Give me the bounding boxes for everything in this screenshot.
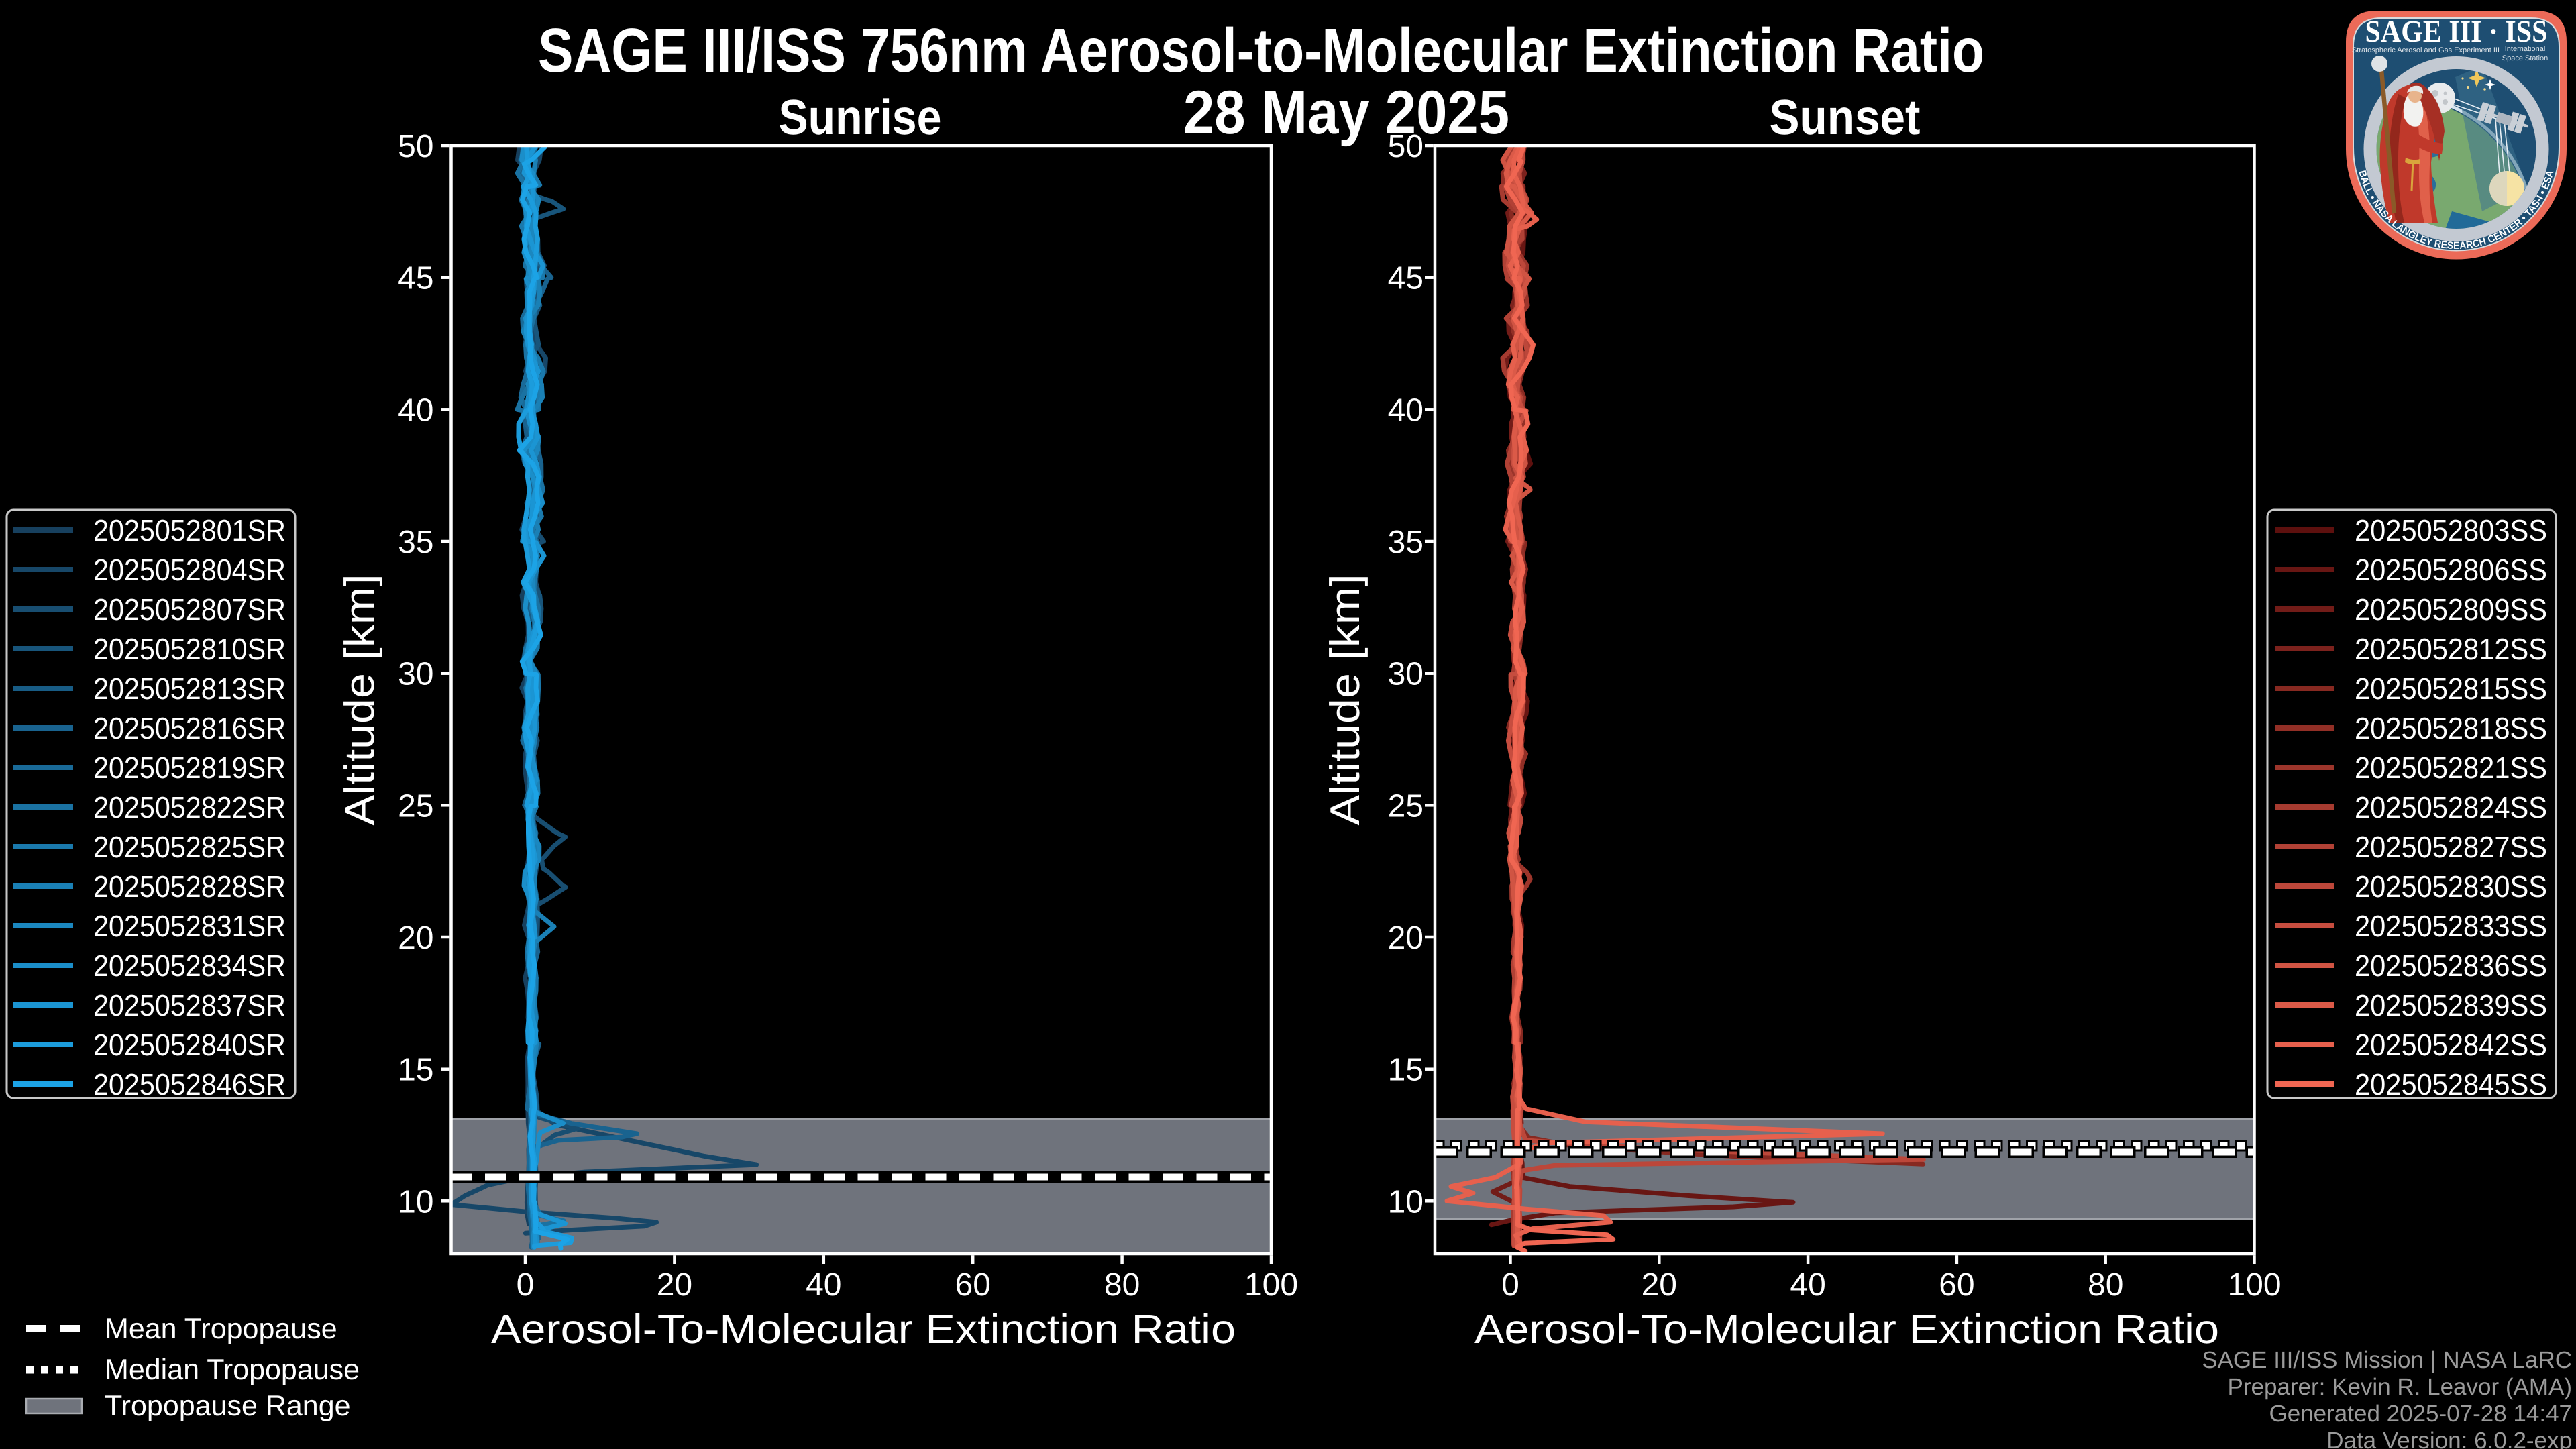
svg-text:Generated 2025-07-28 14:47: Generated 2025-07-28 14:47 <box>2269 1401 2572 1427</box>
svg-text:2025052846SR: 2025052846SR <box>93 1067 286 1102</box>
svg-text:2025052804SR: 2025052804SR <box>93 553 286 587</box>
svg-text:2025052816SR: 2025052816SR <box>93 711 286 745</box>
svg-text:SAGE III · ISS: SAGE III · ISS <box>2365 14 2548 48</box>
svg-text:2025052807SR: 2025052807SR <box>93 592 286 627</box>
svg-text:2025052813SR: 2025052813SR <box>93 672 286 706</box>
svg-text:40: 40 <box>398 392 433 428</box>
svg-text:15: 15 <box>1388 1053 1424 1088</box>
svg-text:2025052825SR: 2025052825SR <box>93 830 286 864</box>
svg-text:2025052827SS: 2025052827SS <box>2355 830 2547 864</box>
svg-text:2025052836SS: 2025052836SS <box>2355 949 2547 983</box>
svg-text:40: 40 <box>1388 392 1424 428</box>
svg-text:Tropopause Range: Tropopause Range <box>105 1390 351 1422</box>
svg-text:20: 20 <box>398 920 433 956</box>
svg-text:60: 60 <box>1939 1267 1974 1303</box>
svg-text:Sunset: Sunset <box>1770 89 1921 145</box>
svg-text:45: 45 <box>398 261 433 297</box>
svg-text:100: 100 <box>1244 1267 1298 1303</box>
svg-text:2025052833SS: 2025052833SS <box>2355 909 2547 943</box>
svg-text:10: 10 <box>1388 1184 1424 1220</box>
svg-text:0: 0 <box>517 1267 535 1303</box>
svg-text:20: 20 <box>657 1267 692 1303</box>
svg-text:2025052810SR: 2025052810SR <box>93 632 286 666</box>
svg-text:40: 40 <box>806 1267 841 1303</box>
svg-text:2025052839SS: 2025052839SS <box>2355 988 2547 1022</box>
svg-text:Median Tropopause: Median Tropopause <box>105 1354 360 1386</box>
svg-text:2025052818SS: 2025052818SS <box>2355 711 2547 745</box>
svg-text:35: 35 <box>398 525 433 560</box>
svg-text:Altitude [km]: Altitude [km] <box>337 574 383 826</box>
svg-text:Data Version: 6.0.2-exp: Data Version: 6.0.2-exp <box>2326 1428 2572 1449</box>
svg-text:25: 25 <box>1388 788 1424 824</box>
svg-text:Sunrise: Sunrise <box>779 89 942 145</box>
svg-text:20: 20 <box>1388 920 1424 956</box>
svg-text:2025052831SR: 2025052831SR <box>93 909 286 943</box>
svg-text:2025052815SS: 2025052815SS <box>2355 672 2547 706</box>
svg-text:2025052830SS: 2025052830SS <box>2355 869 2547 904</box>
svg-text:SAGE III/ISS Mission | NASA La: SAGE III/ISS Mission | NASA LaRC <box>2202 1347 2572 1373</box>
svg-text:Altitude [km]: Altitude [km] <box>1322 574 1368 826</box>
svg-text:2025052821SS: 2025052821SS <box>2355 751 2547 785</box>
svg-text:Aerosol-To-Molecular Extinctio: Aerosol-To-Molecular Extinction Ratio <box>491 1306 1236 1352</box>
svg-text:80: 80 <box>2088 1267 2123 1303</box>
svg-text:60: 60 <box>955 1267 991 1303</box>
svg-text:2025052822SR: 2025052822SR <box>93 790 286 824</box>
svg-text:40: 40 <box>1790 1267 1825 1303</box>
svg-text:45: 45 <box>1388 261 1424 297</box>
svg-text:2025052819SR: 2025052819SR <box>93 751 286 785</box>
svg-text:25: 25 <box>398 788 433 824</box>
svg-text:2025052837SR: 2025052837SR <box>93 988 286 1022</box>
svg-text:Mean Tropopause: Mean Tropopause <box>105 1313 337 1345</box>
svg-text:International: International <box>2505 45 2546 53</box>
svg-text:Space Station: Space Station <box>2502 54 2548 62</box>
svg-text:28 May 2025: 28 May 2025 <box>1183 78 1509 147</box>
svg-text:Stratospheric Aerosol and Gas: Stratospheric Aerosol and Gas Experiment… <box>2352 46 2500 54</box>
svg-text:2025052812SS: 2025052812SS <box>2355 632 2547 666</box>
svg-text:2025052845SS: 2025052845SS <box>2355 1067 2547 1102</box>
svg-text:100: 100 <box>2227 1267 2281 1303</box>
svg-text:50: 50 <box>398 129 433 164</box>
svg-text:2025052828SR: 2025052828SR <box>93 869 286 904</box>
svg-text:30: 30 <box>398 657 433 692</box>
svg-text:2025052803SS: 2025052803SS <box>2355 513 2547 547</box>
svg-text:30: 30 <box>1388 657 1424 692</box>
svg-text:SAGE III/ISS 756nm Aerosol-to-: SAGE III/ISS 756nm Aerosol-to-Molecular … <box>538 15 1984 85</box>
svg-text:20: 20 <box>1642 1267 1677 1303</box>
svg-text:2025052834SR: 2025052834SR <box>93 949 286 983</box>
svg-text:35: 35 <box>1388 525 1424 560</box>
svg-text:50: 50 <box>1388 129 1424 164</box>
svg-text:15: 15 <box>398 1053 433 1088</box>
svg-text:2025052809SS: 2025052809SS <box>2355 592 2547 627</box>
svg-text:80: 80 <box>1104 1267 1140 1303</box>
svg-text:2025052840SR: 2025052840SR <box>93 1028 286 1062</box>
svg-text:Preparer: Kevin R. Leavor (AMA: Preparer: Kevin R. Leavor (AMA) <box>2227 1374 2572 1400</box>
svg-text:2025052824SS: 2025052824SS <box>2355 790 2547 824</box>
svg-text:2025052806SS: 2025052806SS <box>2355 553 2547 587</box>
svg-text:Aerosol-To-Molecular Extinctio: Aerosol-To-Molecular Extinction Ratio <box>1474 1306 2219 1352</box>
svg-text:0: 0 <box>1501 1267 1519 1303</box>
svg-text:2025052842SS: 2025052842SS <box>2355 1028 2547 1062</box>
svg-text:10: 10 <box>398 1184 433 1220</box>
svg-text:2025052801SR: 2025052801SR <box>93 513 286 547</box>
